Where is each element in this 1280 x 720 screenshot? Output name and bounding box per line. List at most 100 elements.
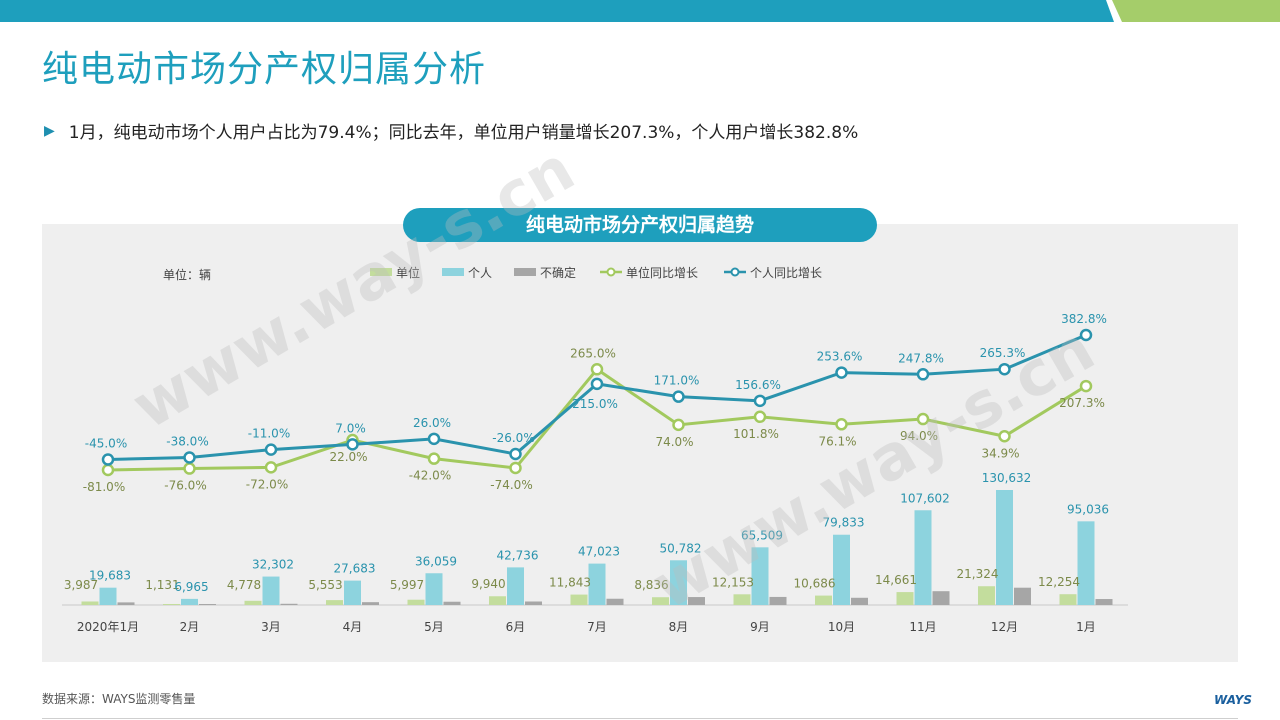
marker-unit-yoy <box>672 418 685 432</box>
marker-individual-yoy <box>101 453 115 466</box>
line-label-individual-yoy: 265.3% <box>980 346 1026 360</box>
legend-label: 个人同比增长 <box>750 266 822 280</box>
line-label-unit-yoy: 34.9% <box>981 446 1019 460</box>
bar-label-unit: 11,843 <box>549 576 591 590</box>
line-label-unit-yoy: 76.1% <box>818 434 856 448</box>
bar-label-individual: 6,965 <box>174 580 208 594</box>
x-tick-label: 6月 <box>506 620 526 634</box>
bar-label-unit: 4,778 <box>227 578 261 592</box>
line-label-unit-yoy: 74.0% <box>655 435 693 449</box>
bar-label-individual: 50,782 <box>660 541 702 555</box>
legend-swatch <box>442 268 464 276</box>
bar-individual <box>99 587 117 605</box>
line-label-unit-yoy: 22.0% <box>329 450 367 464</box>
bar-uncertain <box>769 596 787 605</box>
ways-logo: WAYS <box>1214 693 1253 707</box>
bar-uncertain <box>932 591 950 605</box>
x-tick-label: 2月 <box>180 620 200 634</box>
legend-swatch <box>370 268 392 276</box>
data-source-note: 数据来源：WAYS监测零售量 <box>42 692 196 706</box>
marker-individual-yoy <box>183 451 196 464</box>
bar-individual <box>588 563 606 605</box>
line-label-individual-yoy: -45.0% <box>85 437 127 451</box>
bar-uncertain <box>1095 599 1113 605</box>
chart-panel <box>42 224 1238 662</box>
triangle-right-icon: ▶ <box>44 122 55 139</box>
line-label-individual-yoy: 26.0% <box>413 416 451 430</box>
bar-label-unit: 12,254 <box>1038 575 1080 589</box>
line-label-individual-yoy: 215.0% <box>572 397 618 411</box>
x-tick-label: 11月 <box>909 620 936 634</box>
bar-uncertain <box>117 602 135 605</box>
marker-individual-yoy <box>998 362 1011 376</box>
bar-label-individual: 95,036 <box>1067 502 1109 516</box>
marker-unit-yoy <box>590 363 604 376</box>
top-banner <box>0 0 1280 22</box>
bar-individual <box>425 573 443 605</box>
marker-individual-yoy <box>753 394 767 408</box>
bar-label-unit: 14,661 <box>875 573 917 587</box>
marker-individual-yoy <box>672 390 685 403</box>
x-tick-label: 8月 <box>669 620 689 634</box>
bar-unit <box>978 586 995 605</box>
bar-label-unit: 8,836 <box>634 578 668 592</box>
summary-bullet: ▶ 1月，纯电动市场个人用户占比为79.4%；同比去年，单位用户销量增长207.… <box>44 118 858 144</box>
bar-label-unit: 5,997 <box>390 578 424 592</box>
marker-individual-yoy <box>916 368 930 381</box>
bar-unit <box>489 596 506 605</box>
x-tick-label: 3月 <box>261 620 281 634</box>
x-tick-label: 9月 <box>750 620 770 634</box>
bar-uncertain <box>280 603 298 605</box>
marker-individual-yoy <box>835 366 848 379</box>
line-label-individual-yoy: 156.6% <box>735 378 781 392</box>
bar-label-individual: 65,509 <box>741 528 783 542</box>
marker-individual-yoy <box>590 377 604 391</box>
bar-individual <box>507 567 524 605</box>
line-label-unit-yoy: 101.8% <box>733 427 779 441</box>
legend-label: 个人 <box>468 266 492 280</box>
legend-label: 单位同比增长 <box>626 265 698 280</box>
marker-unit-yoy <box>427 452 441 465</box>
line-label-unit-yoy: 265.0% <box>570 346 616 360</box>
line-label-individual-yoy: 247.8% <box>898 351 944 365</box>
chart-title: 纯电动市场分产权归属趋势 <box>403 208 877 242</box>
x-tick-label: 5月 <box>424 620 444 634</box>
line-label-individual-yoy: -38.0% <box>166 434 208 448</box>
bar-uncertain <box>525 601 542 605</box>
line-label-individual-yoy: 171.0% <box>654 374 700 388</box>
bar-label-individual: 130,632 <box>982 471 1032 485</box>
x-tick-label: 7月 <box>587 620 607 634</box>
bar-unit <box>326 600 343 605</box>
line-label-unit-yoy: -72.0% <box>246 477 288 491</box>
bar-label-unit: 21,324 <box>957 567 999 581</box>
marker-individual-yoy <box>509 447 522 461</box>
bar-label-individual: 79,833 <box>823 516 865 530</box>
bar-individual <box>751 547 769 605</box>
marker-unit-yoy <box>264 461 278 474</box>
bar-unit <box>815 595 832 605</box>
legend-swatch <box>514 268 536 276</box>
bar-unit <box>1059 594 1077 605</box>
line-label-unit-yoy: -76.0% <box>164 479 206 493</box>
line-label-individual-yoy: 7.0% <box>335 421 366 435</box>
marker-unit-yoy <box>998 430 1011 443</box>
bar-individual <box>262 576 280 605</box>
bar-label-individual: 47,023 <box>578 545 620 559</box>
top-banner-blue <box>0 0 1114 22</box>
bar-unit <box>733 594 751 605</box>
legend-label: 单位 <box>396 265 420 280</box>
page-title: 纯电动市场分产权归属分析 <box>42 49 487 90</box>
marker-unit-yoy <box>753 410 767 424</box>
bar-individual <box>833 534 850 605</box>
line-label-individual-yoy: -11.0% <box>248 427 290 441</box>
bar-unit <box>81 601 99 605</box>
bar-unit <box>163 604 180 605</box>
bar-label-unit: 12,153 <box>712 575 754 589</box>
legend-marker <box>606 267 616 277</box>
bar-uncertain <box>362 602 379 605</box>
bar-individual <box>670 560 687 605</box>
bar-label-individual: 36,059 <box>415 554 457 568</box>
unit-label: 单位：辆 <box>163 267 211 282</box>
bar-individual <box>344 580 361 605</box>
